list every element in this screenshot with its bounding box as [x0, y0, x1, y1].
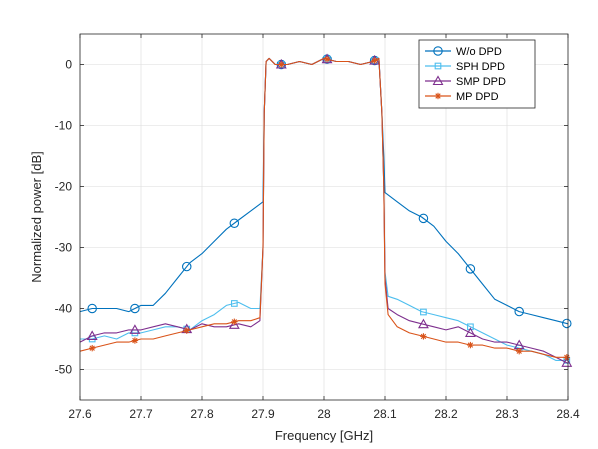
asterisk-stroke	[231, 319, 238, 325]
x-axis-label: Frequency [GHz]	[275, 428, 373, 443]
asterisk-marker	[278, 61, 285, 68]
asterisk-marker	[131, 337, 139, 344]
x-tick-label: 28.2	[434, 407, 458, 421]
y-tick-label: 0	[65, 58, 72, 72]
y-tick-label: -50	[55, 363, 73, 377]
triangle-marker	[86, 330, 98, 341]
legend: W/o DPD SPH DPD SMP DPD MP DPD	[418, 39, 536, 109]
circle-marker	[514, 306, 524, 317]
x-tick-label: 27.9	[251, 407, 275, 421]
legend-label: SMP DPD	[456, 76, 506, 88]
triangle-marker	[417, 318, 429, 329]
legend-label: SPH DPD	[456, 61, 505, 73]
series-3	[79, 55, 570, 361]
x-tick-label: 27.8	[190, 407, 214, 421]
legend-label: W/o DPD	[456, 46, 502, 58]
asterisk-marker	[89, 344, 96, 352]
square-marker	[434, 62, 442, 70]
asterisk-stroke	[184, 327, 190, 334]
triangle-marker	[464, 327, 476, 337]
circle-marker	[562, 318, 572, 329]
asterisk-stroke	[89, 345, 95, 351]
asterisk-stroke	[278, 61, 284, 68]
asterisk-marker	[371, 57, 378, 64]
asterisk-stroke	[435, 93, 441, 99]
square-marker	[420, 308, 427, 316]
asterisk-stroke	[467, 342, 474, 348]
x-tick-label: 28.3	[495, 407, 519, 421]
legend-item: W/o DPD	[425, 46, 502, 58]
square-marker	[467, 323, 474, 331]
legend-label: MP DPD	[456, 91, 499, 103]
triangle-marker	[228, 319, 240, 329]
y-tick-label: -20	[55, 180, 73, 194]
triangle-marker	[129, 324, 141, 334]
x-tick-label: 28	[317, 407, 331, 421]
asterisk-stroke	[324, 56, 330, 62]
circle-marker	[130, 303, 140, 314]
circle-marker	[229, 218, 240, 229]
asterisk-marker	[323, 55, 331, 63]
asterisk-stroke	[371, 57, 378, 64]
legend-item: MP DPD	[425, 91, 499, 103]
circle-marker	[418, 213, 429, 224]
y-axis-label: Normalized power [dB]	[29, 151, 44, 283]
square-marker	[230, 300, 238, 307]
axis-ticks: 27.6 27.7 27.8 27.9 28 28.1 28.2 28.3 28.4 0 -10 -2…	[55, 34, 580, 421]
asterisk-marker	[183, 327, 190, 334]
asterisk-marker	[467, 341, 474, 349]
grid-lines	[79, 34, 569, 400]
triangle-marker	[561, 357, 573, 367]
asterisk-stroke	[516, 348, 522, 354]
x-tick-label: 28.4	[556, 407, 580, 421]
y-tick-label: -40	[55, 302, 73, 316]
y-tick-label: -10	[55, 119, 73, 133]
asterisk-stroke	[420, 333, 427, 340]
triangle-marker	[432, 75, 444, 86]
series-layer	[79, 53, 573, 367]
legend-item: SPH DPD	[425, 61, 505, 73]
x-tick-label: 28.1	[373, 407, 397, 421]
asterisk-marker	[231, 318, 238, 325]
circle-marker	[87, 303, 97, 314]
asterisk-marker	[434, 92, 442, 100]
legend-item: SMP DPD	[425, 75, 506, 88]
asterisk-marker	[420, 333, 427, 340]
x-tick-label: 27.6	[68, 407, 92, 421]
asterisk-stroke	[132, 337, 138, 344]
asterisk-marker	[516, 348, 523, 355]
circle-marker	[465, 264, 476, 274]
asterisk-marker	[563, 354, 570, 361]
circle-marker	[433, 46, 443, 56]
circle-marker	[182, 261, 192, 272]
y-tick-label: -30	[55, 241, 73, 255]
x-tick-label: 27.7	[129, 407, 153, 421]
